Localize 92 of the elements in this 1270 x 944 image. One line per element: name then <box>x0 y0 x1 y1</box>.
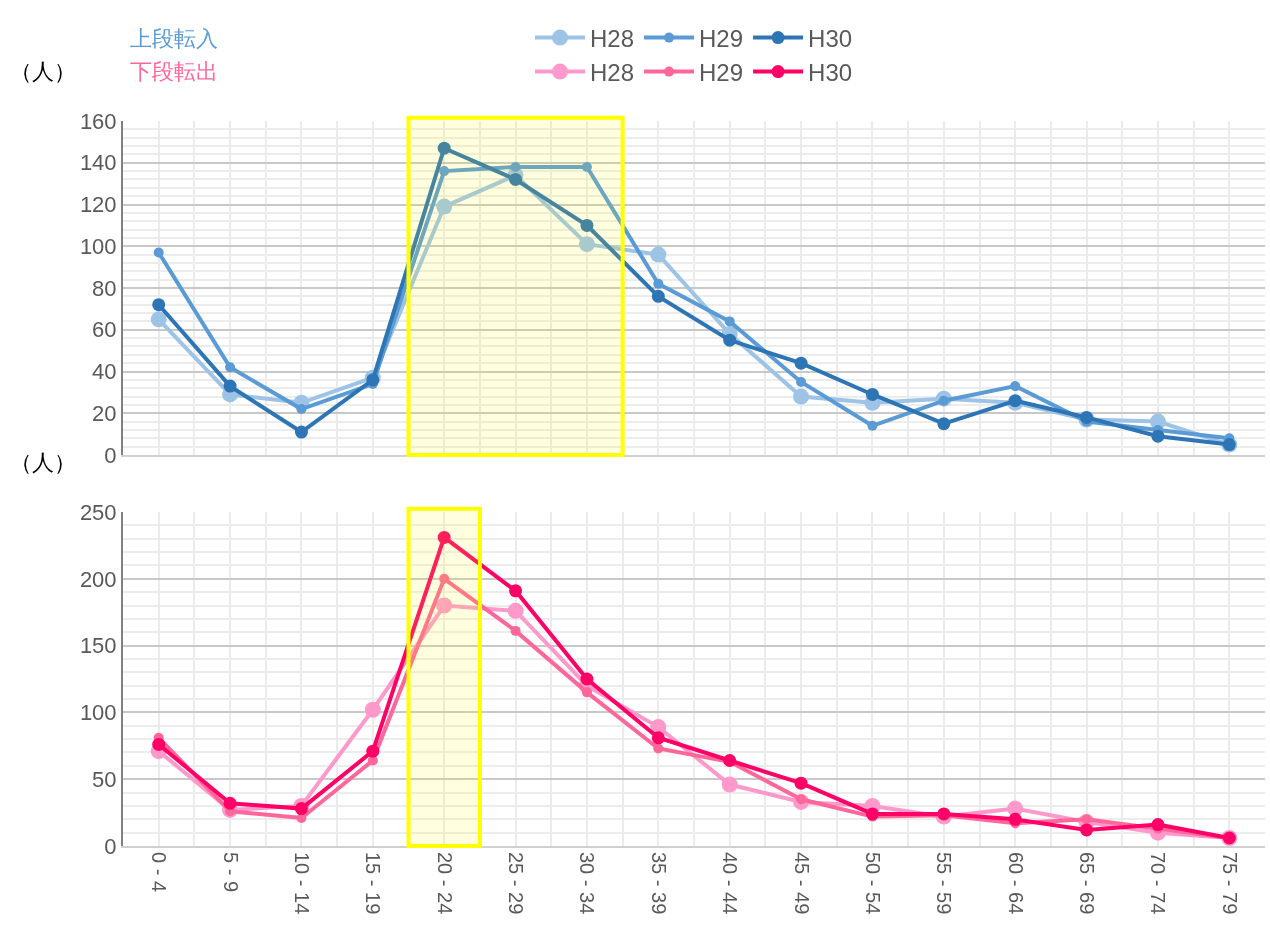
point <box>150 311 167 328</box>
legend-label: H30 <box>808 58 853 86</box>
y-tick-label: 0 <box>104 442 117 468</box>
x-tick-label: 50 - 54 <box>861 852 884 915</box>
y-tick-label: 150 <box>79 633 117 659</box>
point <box>510 161 521 172</box>
point <box>581 687 592 698</box>
x-tick-label: 5 - 9 <box>219 852 242 893</box>
y-tick-label: 0 <box>104 833 117 859</box>
point <box>507 602 524 619</box>
point <box>509 584 523 598</box>
text: 上段転入 <box>130 26 218 51</box>
y-tick-label: 100 <box>79 700 117 726</box>
x-tick-label: 40 - 44 <box>719 852 742 915</box>
point <box>1010 381 1021 392</box>
y-tick-label: 250 <box>79 499 117 525</box>
y-tick-label: 60 <box>92 317 117 343</box>
point <box>653 743 664 754</box>
point <box>865 387 879 401</box>
point <box>439 166 450 177</box>
legend-label: H28 <box>590 24 635 52</box>
point <box>366 744 380 758</box>
point <box>437 530 451 544</box>
y-tick-label: 40 <box>92 359 117 385</box>
y-tick-label: 80 <box>92 275 117 301</box>
point <box>651 289 665 303</box>
x-tick-label: 55 - 59 <box>933 852 956 915</box>
point <box>153 247 164 258</box>
legend-label: H28 <box>590 58 635 86</box>
point <box>794 356 808 370</box>
point <box>1080 823 1094 837</box>
text: 下段転出 <box>130 59 218 84</box>
point <box>580 218 594 232</box>
point <box>364 701 381 718</box>
point <box>436 597 453 614</box>
point <box>366 373 380 387</box>
point <box>581 161 592 172</box>
point <box>867 420 878 431</box>
x-tick-label: 60 - 64 <box>1004 852 1027 915</box>
point <box>1151 818 1165 832</box>
point <box>1008 812 1022 826</box>
point <box>653 278 664 289</box>
x-tick-label: 70 - 74 <box>1147 852 1170 915</box>
point <box>794 776 808 790</box>
legend-label: H29 <box>699 24 744 52</box>
point <box>225 362 236 373</box>
x-tick-label: 25 - 29 <box>505 852 528 915</box>
point <box>793 388 810 405</box>
y-tick-label: 140 <box>79 150 117 176</box>
y-tick-label: 20 <box>92 400 117 426</box>
y-tick-label: 160 <box>79 108 117 134</box>
point <box>723 333 737 347</box>
y-axis-title: （人） <box>10 59 76 84</box>
legend-label: H30 <box>808 24 853 52</box>
x-tick-label: 30 - 34 <box>576 852 599 915</box>
point <box>796 376 807 387</box>
point <box>937 417 951 431</box>
y-tick-label: 50 <box>92 766 117 792</box>
point <box>651 731 665 745</box>
legend-label: H29 <box>699 58 744 86</box>
point <box>294 425 308 439</box>
y-tick-label: 200 <box>79 566 117 592</box>
point <box>152 298 166 312</box>
point <box>650 246 667 263</box>
point <box>510 625 521 636</box>
x-tick-label: 0 - 4 <box>148 852 171 893</box>
point <box>578 236 595 253</box>
x-tick-label: 45 - 49 <box>790 852 813 915</box>
point <box>296 404 307 415</box>
point <box>865 807 879 821</box>
point <box>509 172 523 186</box>
point <box>724 316 735 327</box>
point <box>721 776 738 793</box>
point <box>1151 429 1165 443</box>
point <box>223 796 237 810</box>
x-tick-label: 75 - 79 <box>1218 852 1241 915</box>
point <box>439 573 450 584</box>
y-tick-label: 100 <box>79 233 117 259</box>
x-tick-label: 35 - 39 <box>647 852 670 915</box>
point <box>1080 410 1094 424</box>
point <box>437 141 451 155</box>
point <box>152 737 166 751</box>
point <box>294 802 308 816</box>
y-axis-title: （人） <box>10 450 76 475</box>
point <box>436 198 453 215</box>
x-tick-label: 10 - 14 <box>290 852 313 915</box>
x-tick-label: 15 - 19 <box>362 852 385 915</box>
x-tick-label: 20 - 24 <box>433 852 456 915</box>
point <box>223 379 237 393</box>
point <box>580 672 594 686</box>
y-tick-label: 120 <box>79 192 117 218</box>
x-tick-label: 65 - 69 <box>1076 852 1099 915</box>
